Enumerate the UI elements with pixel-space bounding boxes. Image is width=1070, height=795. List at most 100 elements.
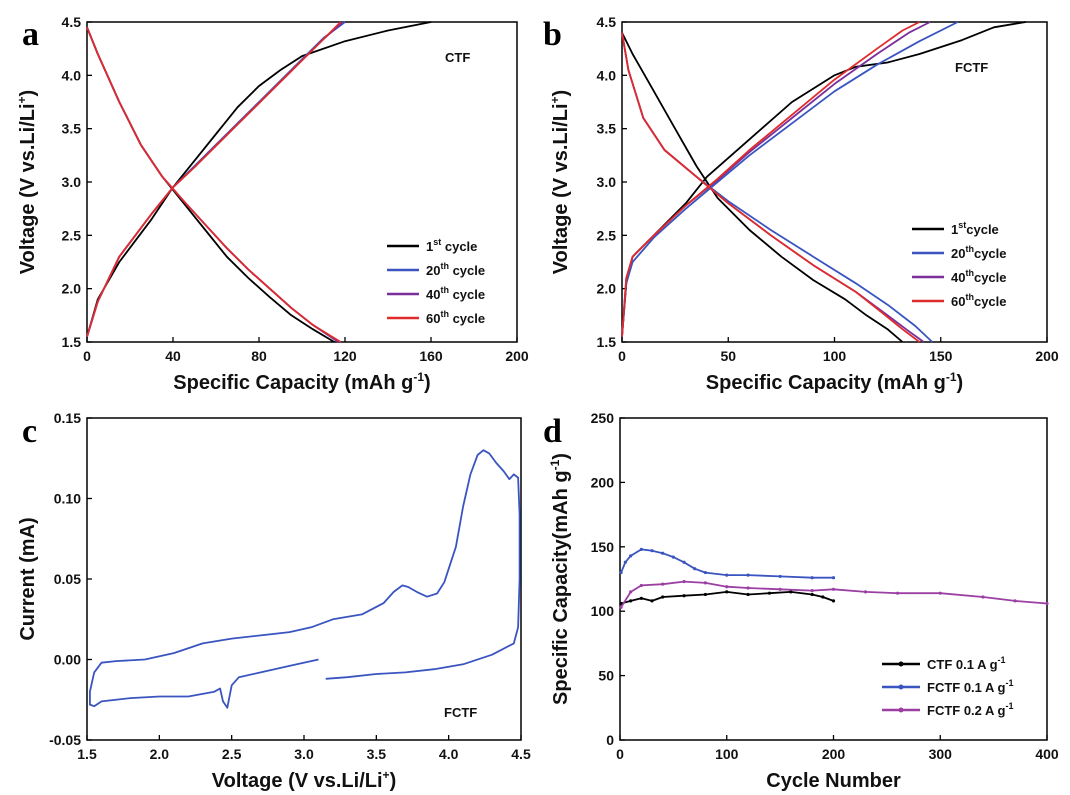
data-point (746, 573, 750, 577)
data-point (778, 587, 782, 591)
x-tick-label: 4.0 (439, 746, 459, 762)
series-1 (86, 21, 346, 343)
y-axis-label-main: Voltage (V vs.Li/Li (17, 103, 39, 274)
x-axis-label-main: Voltage (V vs.Li/Li (212, 770, 383, 792)
legend-label-main: 40 (951, 270, 965, 285)
x-tick-label: 0 (616, 746, 624, 762)
x-tick-label: 3.5 (367, 746, 387, 762)
x-tick-label: 0 (618, 348, 626, 364)
legend-label-main: 1 (426, 239, 433, 254)
y-axis-label: Voltage (V vs.Li/Li+) (548, 90, 572, 274)
x-tick-label: 150 (929, 348, 953, 364)
legend-marker (898, 661, 904, 667)
series-3 (86, 21, 342, 343)
x-tick-label: 200 (505, 348, 529, 364)
x-tick-label: 400 (1035, 746, 1059, 762)
data-point (629, 590, 633, 594)
data-point (789, 590, 793, 594)
legend-label-main: 60 (951, 294, 965, 309)
y-axis-label: Voltage (V vs.Li/Li+) (15, 90, 39, 274)
data-point (703, 592, 708, 597)
data-point (661, 551, 665, 555)
panel-letter-a: a (22, 16, 39, 53)
legend-label-sup: th (965, 268, 974, 278)
x-axis-label-end: ) (957, 372, 964, 394)
legend-label-main: 40 (426, 287, 440, 302)
legend-label-main: 20 (426, 263, 440, 278)
data-point (725, 590, 729, 594)
panel-letter-c: c (22, 413, 37, 450)
legend-label-main: 1 (951, 222, 958, 237)
y-tick-label: 3.5 (597, 121, 617, 137)
panel-letter-d: d (543, 413, 562, 450)
series-0 (86, 21, 432, 343)
data-point (1045, 601, 1049, 606)
sample-annotation: CTF (445, 50, 470, 65)
legend-label: 1stcycle (951, 220, 999, 237)
x-tick-label: 80 (251, 348, 267, 364)
data-point (863, 590, 868, 594)
data-point (767, 591, 772, 595)
data-point (619, 601, 623, 606)
x-tick-label: 300 (929, 746, 953, 762)
legend-label-end: cycle (449, 287, 485, 302)
data-point (661, 595, 665, 599)
legend-marker (898, 707, 904, 713)
y-tick-label: 2.5 (62, 227, 82, 243)
legend-label-main: CTF 0.1 A g (927, 657, 998, 672)
data-point (619, 570, 623, 575)
plot-frame (86, 417, 522, 741)
x-tick-label: 4.5 (511, 746, 531, 762)
data-point (703, 581, 708, 585)
panel-letter-b: b (543, 16, 562, 53)
discharge-curve (86, 26, 339, 343)
discharge-curve (86, 26, 335, 343)
y-axis-label-sup: -1 (548, 459, 562, 470)
legend-label-end: cycle (974, 294, 1007, 309)
charge-curve (621, 21, 959, 337)
series-2 (86, 21, 344, 343)
y-axis-label-end: ) (550, 90, 572, 97)
legend-label-sup: st (433, 237, 441, 247)
data-point (725, 573, 729, 577)
legend-label-end: cycle (974, 246, 1007, 261)
data-point (810, 592, 814, 597)
y-tick-label: 150 (591, 539, 615, 555)
data-line (89, 449, 521, 709)
x-tick-label: 3.0 (294, 746, 314, 762)
data-point (682, 579, 686, 584)
legend-label: 40thcycle (951, 268, 1007, 285)
y-tick-label: 4.0 (62, 67, 82, 83)
data-point (623, 560, 627, 564)
legend-label-sup: th (965, 292, 974, 302)
sample-annotation: FCTF (444, 705, 477, 720)
legend-label: 60th cycle (426, 309, 485, 326)
x-tick-label: 2.0 (150, 746, 170, 762)
data-point (831, 587, 836, 591)
sample-annotation: FCTF (955, 60, 988, 75)
data-point (629, 554, 633, 558)
x-tick-label: 120 (333, 348, 357, 364)
x-axis-label: Voltage (V vs.Li/Li+) (212, 768, 396, 792)
legend-label-sup: -1 (1005, 678, 1013, 688)
y-tick-label: 1.5 (62, 334, 82, 350)
legend-label: CTF 0.1 A g-1 (927, 655, 1006, 672)
y-axis-label-end: ) (550, 453, 572, 460)
data-point (661, 582, 665, 586)
data-point (746, 586, 750, 590)
y-tick-label: 3.5 (62, 121, 82, 137)
y-tick-label: 4.5 (597, 14, 617, 30)
legend-label-end: cycle (974, 270, 1007, 285)
x-axis-label-main: Cycle Number (766, 770, 901, 792)
x-tick-label: 50 (720, 348, 736, 364)
charge-curve (86, 21, 346, 337)
legend-label: 40th cycle (426, 285, 485, 302)
y-axis-label-sup: + (15, 96, 29, 103)
y-tick-label: 2.0 (62, 281, 82, 297)
y-axis-label: Specific Capacity(mAh g-1) (548, 453, 572, 705)
y-tick-label: 250 (591, 410, 615, 426)
data-point (650, 599, 654, 603)
legend-label: 1st cycle (426, 237, 477, 254)
x-tick-label: 2.5 (222, 746, 242, 762)
data-point (725, 585, 729, 589)
